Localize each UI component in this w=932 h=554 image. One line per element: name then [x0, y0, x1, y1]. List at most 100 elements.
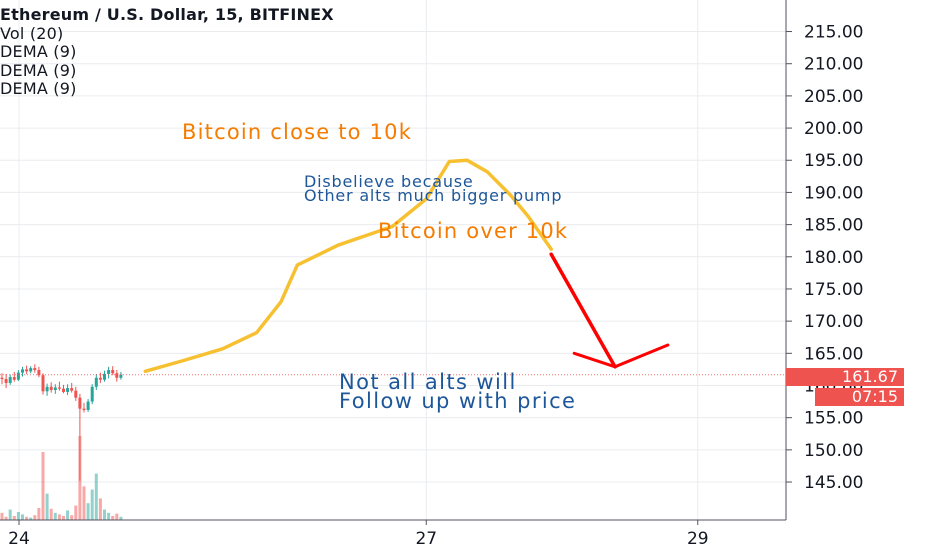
candle-body	[45, 386, 49, 392]
volume-bar	[41, 452, 45, 520]
price-tick-label: 195.00	[804, 151, 863, 171]
price-tick-label: 205.00	[804, 87, 863, 107]
candle-body	[86, 401, 90, 410]
candle-body	[111, 370, 115, 374]
annotation-not-all-alts-line-1: Not all alts will	[339, 370, 517, 394]
candle-body	[0, 377, 4, 380]
volume-bar	[111, 516, 115, 520]
time-tick-label: 24	[8, 529, 30, 549]
candle-body	[37, 370, 41, 376]
indicator-dema-3[interactable]: DEMA (9)	[0, 79, 77, 98]
candle-body	[70, 388, 74, 391]
price-tick-label: 155.00	[804, 409, 863, 429]
candle-body	[29, 368, 33, 372]
time-axis[interactable]: 24 27 29	[8, 520, 709, 549]
volume-bar	[33, 515, 37, 520]
symbol-title[interactable]: Ethereum / U.S. Dollar, 15, BITFINEX	[0, 5, 334, 24]
annotation-not-all-alts[interactable]: Not all alts will Follow up with price	[339, 370, 577, 413]
volume-bar	[16, 512, 20, 520]
volume-bar	[29, 517, 33, 520]
price-tick-label: 210.00	[804, 55, 863, 75]
volume-bar	[103, 509, 106, 520]
candle-body	[119, 374, 123, 378]
volume-bar	[90, 489, 94, 520]
price-tick-label: 180.00	[804, 248, 863, 268]
candle-body	[12, 377, 16, 380]
volume-bar	[119, 516, 123, 520]
red-arrow-head	[572, 343, 670, 369]
drawings[interactable]	[143, 158, 670, 374]
candle-body	[21, 369, 24, 373]
annotation-disbelieve-line-2: Other alts much bigger pump	[304, 186, 563, 205]
candle-body	[33, 368, 37, 371]
price-tick-label: 215.00	[804, 23, 863, 43]
red-arrow-shaft	[549, 252, 617, 369]
chart-legend: Ethereum / U.S. Dollar, 15, BITFINEX Vol…	[0, 5, 334, 99]
price-tick-label: 200.00	[804, 119, 863, 139]
candle-body	[74, 390, 78, 398]
trend-drawing-path	[143, 158, 553, 374]
volume-bar	[98, 498, 102, 520]
price-tick-label: 175.00	[804, 280, 863, 300]
last-price-label: 161.67	[786, 368, 904, 386]
candle-body	[53, 387, 57, 390]
price-tick-label: 165.00	[804, 344, 863, 364]
price-tick-label: 170.00	[804, 312, 863, 332]
candlesticks	[0, 364, 123, 481]
volume-bar	[107, 512, 111, 520]
candle-body	[82, 408, 86, 410]
volume-bar	[82, 486, 86, 520]
volume-bar	[70, 515, 74, 520]
annotation-disbelieve-line-1: Disbelieve because	[304, 172, 474, 191]
annotation-disbelieve[interactable]: Disbelieve because Other alts much bigge…	[304, 172, 563, 205]
volume-bar	[45, 493, 49, 520]
annotation-bitcoin-close[interactable]: Bitcoin close to 10k	[182, 120, 413, 144]
candle-body	[8, 377, 12, 383]
volume-bar	[74, 505, 78, 520]
volume-bar	[115, 513, 119, 520]
candle-body	[107, 370, 111, 374]
candle-body	[66, 388, 70, 392]
price-tick-label: 150.00	[804, 441, 863, 461]
volume-bar	[49, 508, 53, 520]
volume-bar	[66, 510, 70, 520]
price-tick-label: 185.00	[804, 216, 863, 236]
volume-bar	[4, 516, 8, 520]
candle-body	[94, 377, 98, 387]
volume-bar	[0, 512, 4, 520]
volume-bar	[21, 514, 24, 520]
volume-bar	[37, 508, 41, 520]
volume-bar	[57, 514, 61, 520]
volume-bar	[25, 516, 29, 520]
candle-body	[25, 369, 29, 372]
indicator-dema-1[interactable]: DEMA (9)	[0, 42, 77, 61]
candle-body	[78, 397, 82, 409]
candle-body	[62, 388, 65, 392]
grid-lines	[0, 0, 786, 520]
candle-body	[4, 379, 8, 383]
indicator-volume[interactable]: Vol (20)	[0, 23, 64, 43]
volume-bar	[8, 509, 12, 520]
candle-body	[103, 373, 106, 380]
candle-body	[115, 373, 119, 378]
indicator-dema-2[interactable]: DEMA (9)	[0, 60, 77, 80]
candle-body	[49, 386, 53, 390]
price-tick-label: 190.00	[804, 183, 863, 203]
candle-body	[41, 375, 45, 392]
annotation-not-all-alts-line-2: Follow up with price	[339, 389, 577, 413]
volume-bar	[62, 516, 65, 520]
bar-countdown-label: 07:15	[815, 388, 904, 406]
time-tick-label: 29	[687, 529, 709, 549]
volume-bar	[12, 516, 16, 520]
volume-bar	[86, 503, 90, 520]
price-axis[interactable]: 145.00150.00155.00160.00165.00170.00175.…	[786, 23, 863, 493]
candle-body	[90, 386, 94, 402]
annotation-bitcoin-over[interactable]: Bitcoin over 10k	[378, 219, 569, 243]
time-tick-label: 27	[415, 529, 437, 549]
candle-body	[57, 387, 61, 389]
candle-body	[16, 372, 20, 380]
candle-body	[98, 377, 102, 380]
price-tick-label: 145.00	[804, 473, 863, 493]
